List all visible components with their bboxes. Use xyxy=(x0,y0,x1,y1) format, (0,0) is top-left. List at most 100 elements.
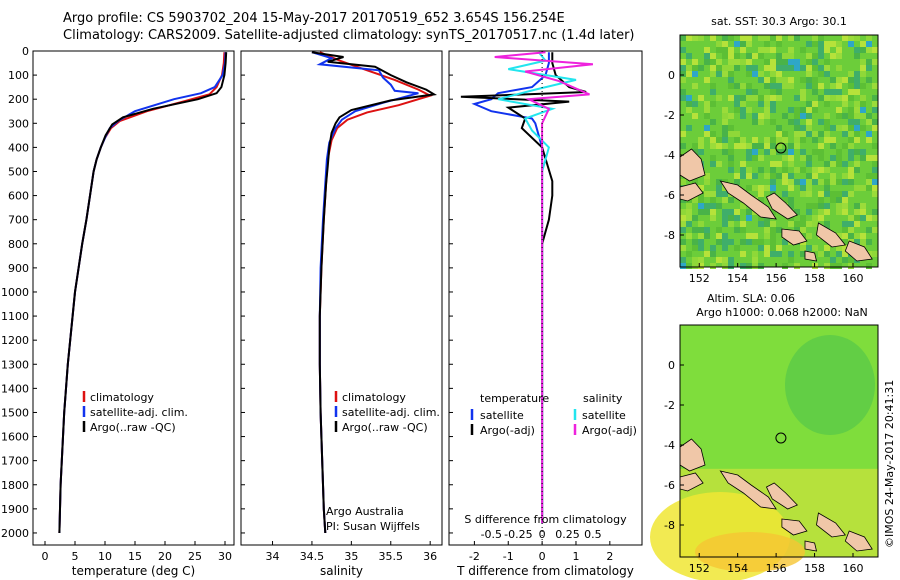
sst-pixel xyxy=(854,203,860,209)
land-mass xyxy=(844,530,873,552)
depth-tick-label: 1500 xyxy=(1,406,29,419)
sst-pixel xyxy=(758,53,764,59)
sst-pixel xyxy=(764,227,770,233)
sst-pixel xyxy=(704,179,710,185)
sst-pixel xyxy=(830,191,836,197)
sst-pixel xyxy=(800,149,806,155)
sst-pixel xyxy=(728,149,734,155)
sst-pixel xyxy=(806,173,812,179)
sst-pixel xyxy=(788,77,794,83)
sst-pixel xyxy=(728,125,734,131)
sst-pixel xyxy=(746,149,752,155)
sst-pixel xyxy=(680,179,686,185)
sst-pixel xyxy=(860,95,866,101)
sst-pixel xyxy=(746,143,752,149)
sst-pixel xyxy=(806,185,812,191)
sst-pixel xyxy=(722,47,728,53)
sst-pixel xyxy=(734,245,740,251)
sst-pixel xyxy=(806,113,812,119)
legend-title-salinity: salinity xyxy=(583,392,623,405)
sst-pixel xyxy=(740,251,746,257)
sst-pixel xyxy=(686,251,692,257)
sst-pixel xyxy=(782,155,788,161)
sst-pixel xyxy=(842,227,848,233)
sst-pixel xyxy=(788,221,794,227)
sst-pixel xyxy=(842,191,848,197)
sst-pixel xyxy=(836,113,842,119)
sst-pixel xyxy=(866,239,872,245)
sst-pixel xyxy=(680,143,686,149)
sst-pixel xyxy=(764,143,770,149)
sst-pixel xyxy=(866,227,872,233)
sst-pixel xyxy=(788,65,794,71)
sst-pixel xyxy=(680,257,686,263)
sst-pixel xyxy=(824,251,830,257)
sst-pixel xyxy=(836,203,842,209)
sst-pixel xyxy=(854,47,860,53)
sst-pixel xyxy=(686,65,692,71)
sst-pixel xyxy=(812,107,818,113)
legend-label: Argo(-adj) xyxy=(480,424,535,437)
sst-pixel xyxy=(746,59,752,65)
sst-pixel xyxy=(776,125,782,131)
sst-pixel xyxy=(704,227,710,233)
sst-pixel xyxy=(710,215,716,221)
sst-pixel xyxy=(788,53,794,59)
map-y-tick-label: 0 xyxy=(668,69,675,82)
sst-pixel xyxy=(764,185,770,191)
sst-pixel xyxy=(800,107,806,113)
sst-pixel xyxy=(740,101,746,107)
depth-tick-label: 700 xyxy=(8,214,29,227)
x-tick-label: 1 xyxy=(572,550,579,563)
sst-pixel xyxy=(824,41,830,47)
sst-pixel xyxy=(842,125,848,131)
sst-pixel xyxy=(770,119,776,125)
sst-pixel xyxy=(710,245,716,251)
sst-pixel xyxy=(740,41,746,47)
sst-pixel xyxy=(842,197,848,203)
sst-pixel xyxy=(824,71,830,77)
sst-pixel xyxy=(806,233,812,239)
plot-frame xyxy=(240,50,443,546)
sst-pixel xyxy=(830,95,836,101)
sst-pixel xyxy=(692,179,698,185)
x-tick-label: 0 xyxy=(42,550,49,563)
sst-pixel xyxy=(758,239,764,245)
sst-pixel xyxy=(860,185,866,191)
sst-pixel xyxy=(734,227,740,233)
sst-pixel xyxy=(722,221,728,227)
sst-pixel xyxy=(812,53,818,59)
sst-pixel xyxy=(776,65,782,71)
s-tick-label: 0.25 xyxy=(555,528,580,541)
sst-pixel xyxy=(818,47,824,53)
sst-pixel xyxy=(698,149,704,155)
sst-pixel xyxy=(842,179,848,185)
sst-pixel xyxy=(848,89,854,95)
sst-pixel xyxy=(770,185,776,191)
sst-pixel xyxy=(758,47,764,53)
sst-pixel xyxy=(722,191,728,197)
sst-pixel xyxy=(812,101,818,107)
sst-pixel xyxy=(746,155,752,161)
sst-pixel xyxy=(812,215,818,221)
sst-pixel xyxy=(854,107,860,113)
sst-pixel xyxy=(716,59,722,65)
sst-pixel xyxy=(836,95,842,101)
sst-pixel xyxy=(722,119,728,125)
sst-pixel xyxy=(764,113,770,119)
sst-pixel xyxy=(680,35,686,41)
sst-pixel xyxy=(710,59,716,65)
sst-pixel xyxy=(848,263,854,269)
sst-pixel xyxy=(824,131,830,137)
sst-pixel xyxy=(812,221,818,227)
sst-pixel xyxy=(740,173,746,179)
sst-pixel xyxy=(830,263,836,269)
plot-frame xyxy=(448,50,643,546)
sst-pixel xyxy=(872,227,878,233)
sst-pixel xyxy=(836,89,842,95)
sst-pixel xyxy=(836,47,842,53)
sst-pixel xyxy=(794,227,800,233)
sst-pixel xyxy=(728,53,734,59)
climatology-subtitle: Climatology: CARS2009. Satellite-adjuste… xyxy=(63,28,635,43)
sst-pixel xyxy=(758,77,764,83)
